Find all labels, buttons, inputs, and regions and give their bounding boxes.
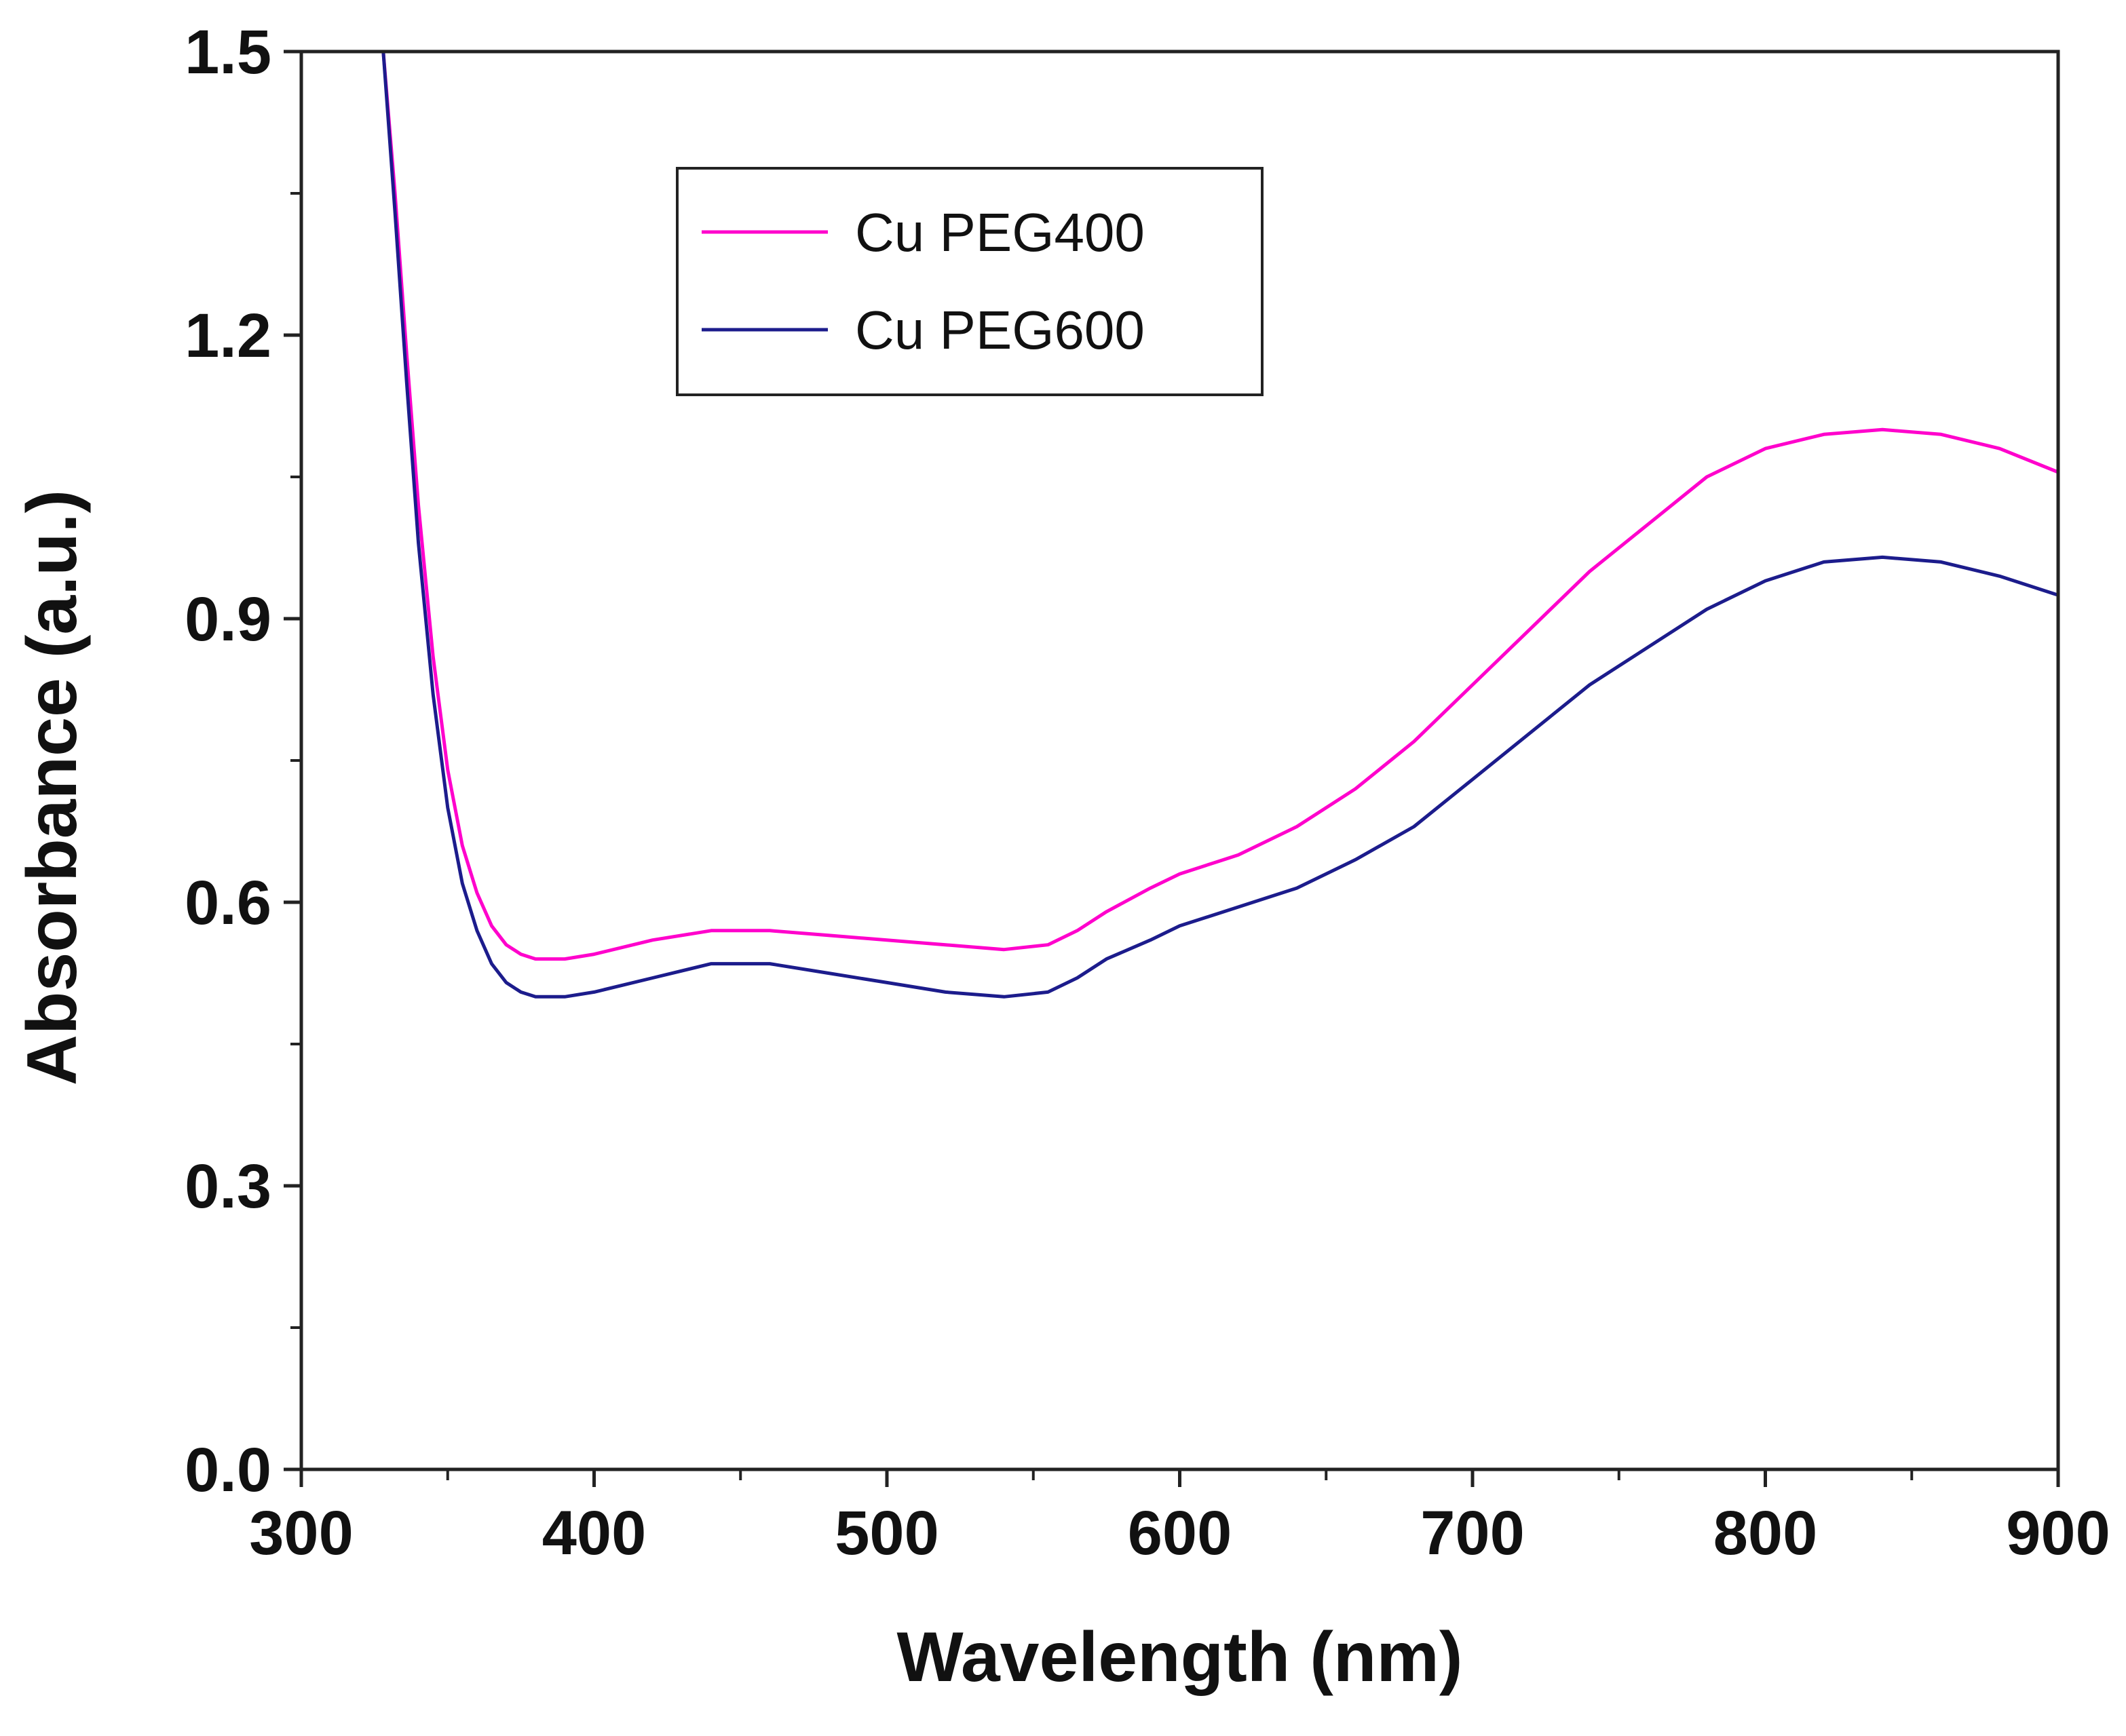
x-tick-label: 800 [1713,1499,1818,1568]
x-tick-label: 700 [1420,1499,1525,1568]
x-tick-label: 400 [542,1499,647,1568]
y-tick-label: 0.9 [185,585,271,654]
series-line-cu-peg600 [381,50,2060,999]
legend-label-cu-peg600: Cu PEG600 [855,300,1145,360]
y-axis-title: Absorbance (a.u.) [13,490,92,1085]
legend: Cu PEG400 Cu PEG600 [676,167,1264,396]
series-line-cu-peg400 [381,50,2060,961]
x-tick-label: 300 [249,1499,354,1568]
y-tick-label: 0.6 [185,868,271,938]
y-tick-label: 1.5 [185,18,271,87]
legend-label-cu-peg400: Cu PEG400 [855,202,1145,263]
x-tick-label: 900 [2006,1499,2110,1568]
x-axis-title: Wavelength (nm) [897,1618,1463,1697]
legend-box [676,167,1264,396]
y-tick-label: 1.2 [185,301,271,370]
y-tick-label: 0.0 [185,1435,271,1505]
ticks-layer: 300 400 500 600 700 800 900 0.0 0.3 0.6 0.9 1.2 1.5 [185,18,2110,1568]
x-tick-label: 500 [835,1499,939,1568]
x-tick-label: 600 [1128,1499,1232,1568]
series-layer [381,50,2060,999]
y-tick-label: 0.3 [185,1152,271,1221]
